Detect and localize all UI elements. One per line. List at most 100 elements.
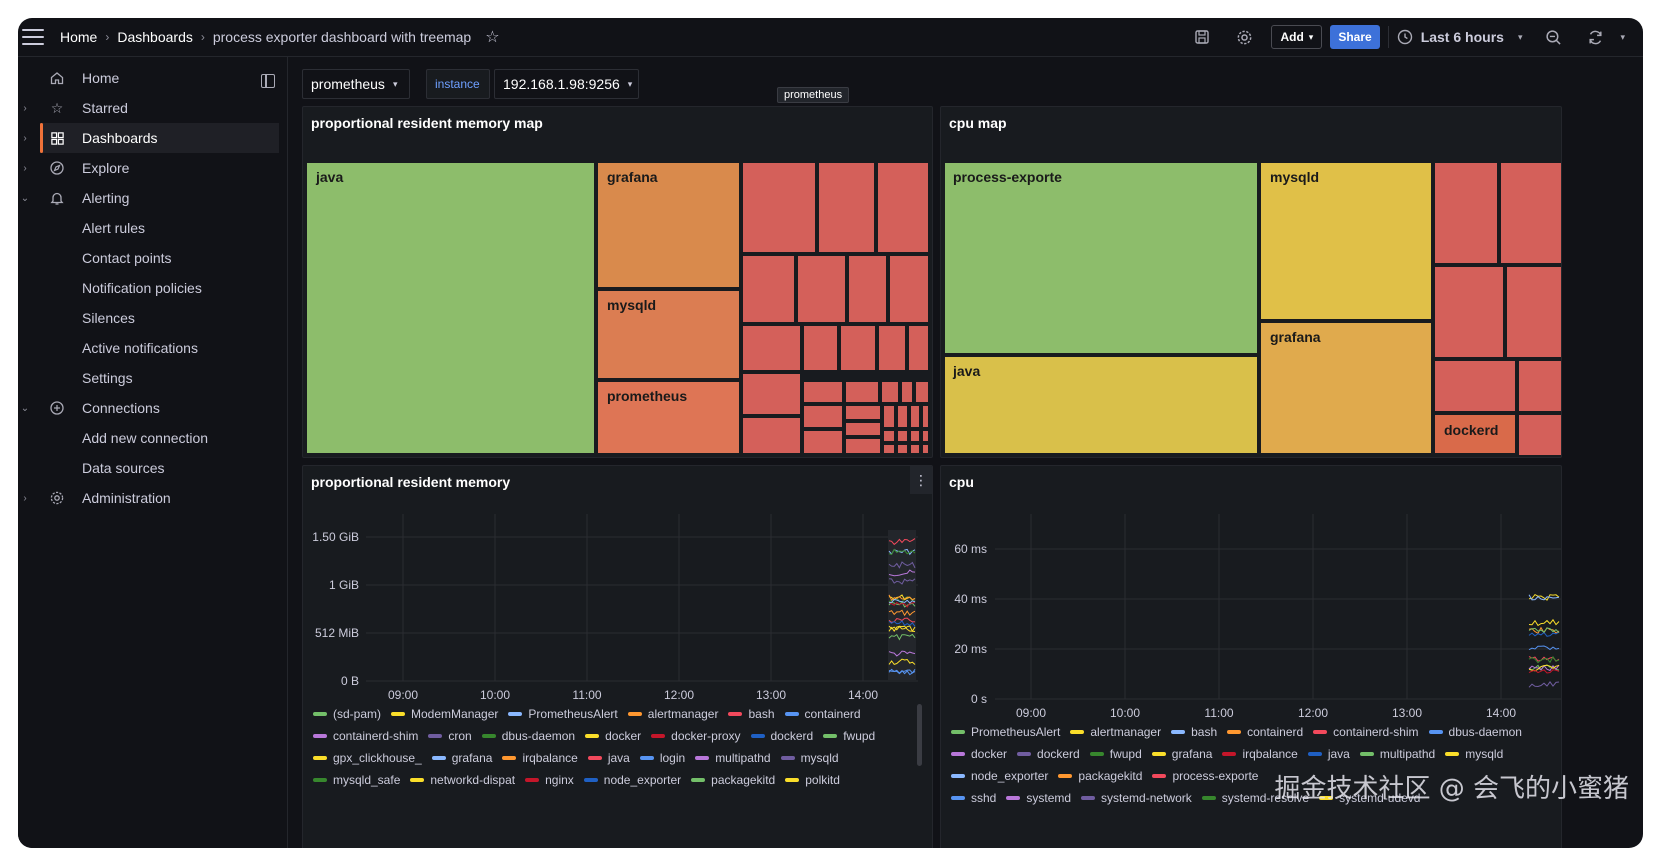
chevron-right-icon[interactable]: › — [23, 102, 27, 114]
sidebar-item-contact-points[interactable]: Contact points — [18, 243, 287, 273]
menu-icon[interactable] — [22, 29, 44, 45]
sidebar-item-alert-rules[interactable]: Alert rules — [18, 213, 287, 243]
legend-item[interactable]: nginx — [525, 773, 574, 787]
chevron-down-icon[interactable]: ⌄ — [20, 192, 30, 204]
treemap-tile[interactable] — [884, 406, 894, 427]
legend-item[interactable]: mysqld_safe — [313, 773, 400, 787]
legend-item[interactable]: packagekitd — [691, 773, 775, 787]
treemap-tile[interactable] — [1507, 267, 1561, 357]
treemap-tile[interactable] — [1501, 163, 1561, 263]
legend-item[interactable]: irqbalance — [502, 751, 578, 765]
add-button[interactable]: Add ▾ — [1271, 25, 1323, 49]
panel-cpu-timeseries[interactable]: cpu 60 ms 40 ms 20 ms 0 s 09:00 1 — [940, 465, 1562, 848]
legend-item[interactable]: networkd-dispat — [410, 773, 515, 787]
treemap-tile[interactable] — [1261, 323, 1431, 453]
sidebar-item-home[interactable]: Home — [18, 63, 287, 93]
star-icon[interactable]: ☆ — [485, 29, 500, 46]
treemap-tile[interactable] — [1519, 361, 1561, 411]
treemap-tile[interactable] — [1435, 415, 1515, 453]
legend-item[interactable]: login — [639, 751, 685, 765]
chevron-down-icon[interactable]: ▾ — [1620, 31, 1625, 42]
chevron-right-icon[interactable]: › — [23, 132, 27, 144]
treemap-tile[interactable] — [1261, 163, 1431, 319]
legend-item[interactable]: sshd — [951, 791, 996, 805]
legend-item[interactable]: node_exporter — [583, 773, 681, 787]
legend-item[interactable]: containerd-shim — [313, 729, 418, 743]
treemap-tile[interactable] — [884, 445, 894, 453]
treemap-tile[interactable] — [846, 382, 878, 402]
sidebar-item-silences[interactable]: Silences — [18, 303, 287, 333]
treemap-tile[interactable] — [902, 382, 912, 402]
legend-item[interactable]: mysqld — [780, 751, 839, 765]
instance-select[interactable]: 192.168.1.98:9256 ▾ — [494, 69, 639, 99]
sidebar-item-dashboards[interactable]: Dashboards — [40, 123, 279, 153]
legend-item[interactable]: bash — [728, 707, 775, 721]
zoom-out-icon[interactable] — [1544, 28, 1562, 46]
treemap-tile[interactable] — [849, 256, 886, 322]
sidebar-item-settings[interactable]: Settings — [18, 363, 287, 393]
sidebar-item-connections[interactable]: ⌄ Connections — [18, 393, 287, 423]
sidebar-item-add-new-connection[interactable]: Add new connection — [18, 423, 287, 453]
treemap-tile[interactable] — [846, 406, 880, 419]
treemap-tile[interactable] — [307, 163, 594, 453]
treemap-tile[interactable] — [598, 382, 739, 453]
treemap-tile[interactable] — [898, 445, 907, 453]
legend-item[interactable]: systemd-network — [1081, 791, 1192, 805]
legend-item[interactable]: PrometheusAlert — [951, 725, 1060, 739]
treemap-tile[interactable] — [898, 431, 907, 441]
sidebar-item-administration[interactable]: › Administration — [18, 483, 287, 513]
datasource-select[interactable]: prometheus ▾ — [302, 69, 410, 99]
chevron-down-icon[interactable]: ⌄ — [20, 402, 30, 414]
treemap-tile[interactable] — [804, 406, 842, 427]
treemap-tile[interactable] — [841, 326, 875, 370]
treemap-tile[interactable] — [1435, 267, 1503, 357]
legend-item[interactable]: docker — [585, 729, 641, 743]
legend-item[interactable]: systemd-udevd — [1319, 791, 1420, 805]
legend-item[interactable]: fwupd — [823, 729, 875, 743]
treemap-tile[interactable] — [923, 431, 928, 441]
treemap-tile[interactable] — [743, 326, 800, 370]
treemap-tile[interactable] — [911, 431, 919, 441]
treemap-tile[interactable] — [879, 326, 905, 370]
dock-menu-icon[interactable] — [261, 74, 275, 88]
chevron-right-icon[interactable]: › — [23, 162, 27, 174]
legend-item[interactable]: process-exporte — [1152, 769, 1258, 783]
legend-item[interactable]: alertmanager — [627, 707, 718, 721]
treemap-tile[interactable] — [911, 406, 919, 427]
legend-item[interactable]: containerd-shim — [1313, 725, 1419, 739]
sidebar-item-alerting[interactable]: ⌄ Alerting — [18, 183, 287, 213]
treemap-tile[interactable] — [898, 406, 907, 427]
sidebar-item-active-notifications[interactable]: Active notifications — [18, 333, 287, 363]
treemap-tile[interactable] — [846, 439, 880, 453]
panel-memory-map[interactable]: proportional resident memory map java gr… — [302, 106, 933, 458]
sidebar-item-starred[interactable]: › ☆ Starred — [18, 93, 287, 123]
legend-item[interactable]: grafana — [1151, 747, 1212, 761]
legend-item[interactable]: ModemManager — [391, 707, 498, 721]
legend-item[interactable]: PrometheusAlert — [508, 707, 618, 721]
breadcrumb-home[interactable]: Home — [60, 29, 98, 45]
treemap-tile[interactable] — [916, 382, 928, 402]
sidebar-item-notification-policies[interactable]: Notification policies — [18, 273, 287, 303]
sidebar-item-data-sources[interactable]: Data sources — [18, 453, 287, 483]
legend-item[interactable]: dockerd — [750, 729, 813, 743]
treemap-tile[interactable] — [923, 406, 928, 427]
legend-item[interactable]: dbus-daemon — [481, 729, 575, 743]
treemap-tile[interactable] — [743, 163, 815, 252]
time-range-picker[interactable]: Last 6 hours ▾ — [1397, 29, 1522, 45]
legend-item[interactable]: docker-proxy — [651, 729, 741, 743]
treemap-tile[interactable] — [1435, 361, 1515, 411]
treemap-tile[interactable] — [909, 326, 928, 370]
treemap-tile[interactable] — [798, 256, 845, 322]
treemap-tile[interactable] — [743, 374, 800, 414]
legend-item[interactable]: containerd — [784, 707, 861, 721]
sidebar-item-explore[interactable]: › Explore — [18, 153, 287, 183]
treemap-tile[interactable] — [911, 445, 919, 453]
legend-item[interactable]: docker — [951, 747, 1007, 761]
save-icon[interactable] — [1193, 28, 1211, 46]
treemap-tile[interactable] — [882, 382, 898, 402]
treemap-tile[interactable] — [945, 357, 1257, 453]
legend-item[interactable]: grafana — [431, 751, 492, 765]
treemap-tile[interactable] — [1435, 163, 1497, 263]
legend-item[interactable]: fwupd — [1089, 747, 1142, 761]
breadcrumb-dashboards[interactable]: Dashboards — [117, 29, 193, 45]
